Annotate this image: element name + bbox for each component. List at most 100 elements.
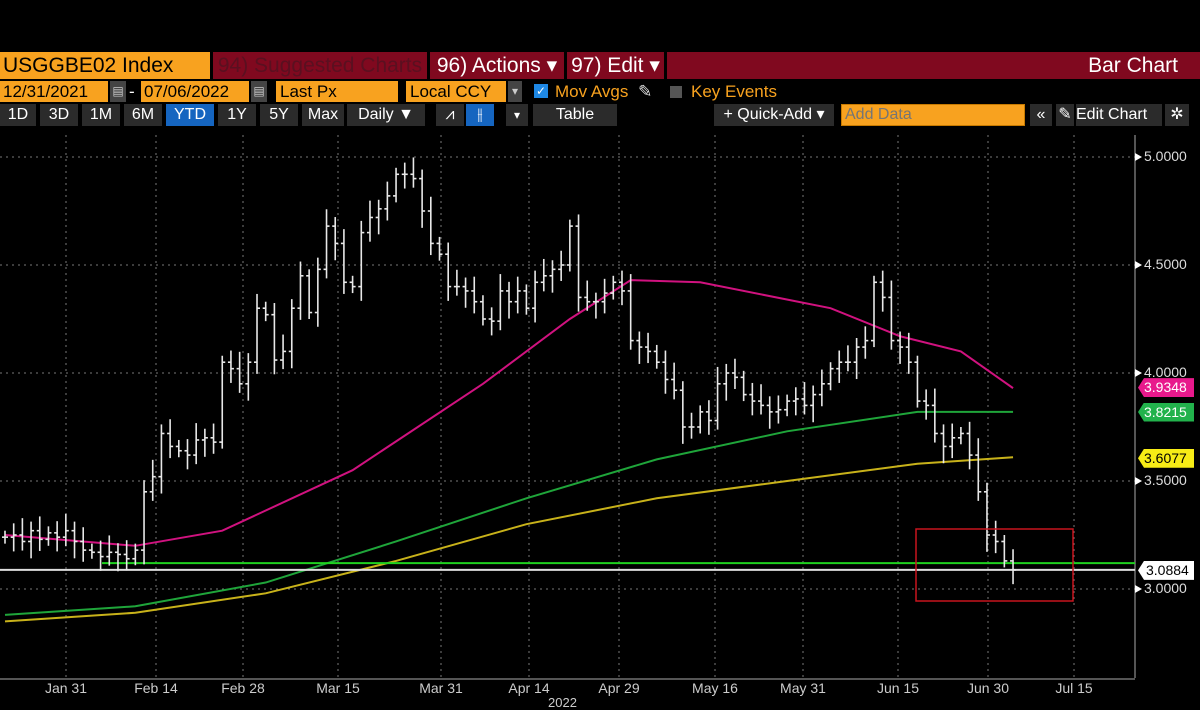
ticker-field[interactable]: USGGBE02 Index (0, 52, 210, 79)
price-bar (97, 540, 104, 571)
price-bar (106, 535, 113, 566)
price-bar (419, 169, 426, 228)
price-bar (627, 274, 634, 350)
actions-menu[interactable]: 96) Actions ▾ (430, 52, 564, 79)
price-bar (731, 358, 738, 389)
period-button-1y[interactable]: 1Y (218, 104, 256, 126)
calendar-icon[interactable]: ▤ (110, 81, 126, 102)
period-button-3d[interactable]: 3D (40, 104, 78, 126)
moving-average-ma50 (4, 279, 1014, 547)
price-bar (688, 412, 695, 439)
price-bar (749, 382, 756, 416)
quick-add-button[interactable]: + Quick-Add ▾ (714, 104, 834, 126)
price-bar (54, 521, 61, 552)
price-bar (618, 270, 625, 306)
price-bar (1001, 535, 1008, 568)
x-axis-year-label: 2022 (548, 695, 577, 710)
price-bar (45, 526, 52, 546)
price-bar (210, 423, 217, 454)
price-bar (366, 200, 373, 242)
price-bar (219, 355, 226, 449)
chevron-down-icon[interactable]: ▾ (508, 81, 522, 102)
y-tick-mark (1135, 261, 1142, 269)
period-button-max[interactable]: Max (302, 104, 344, 126)
pencil-icon[interactable]: ✎ (1056, 104, 1074, 126)
pencil-icon[interactable]: ✎ (638, 82, 653, 101)
price-bar (314, 257, 321, 327)
suggested-charts-button[interactable]: 94) Suggested Charts (213, 52, 427, 79)
price-bar (758, 384, 765, 415)
price-bar (914, 355, 921, 408)
price-bar (201, 428, 208, 457)
line-chart-icon[interactable]: ⩘ (436, 104, 464, 126)
moving-average-ma100 (4, 410, 1014, 616)
x-tick-label: Feb 28 (221, 680, 265, 696)
y-tick-mark (1135, 477, 1142, 485)
price-bar (784, 394, 791, 417)
price-bar (62, 513, 69, 547)
mov-avgs-checkbox[interactable]: ✓ (534, 84, 548, 98)
price-bar (940, 424, 947, 464)
price-bar (575, 214, 582, 312)
price-bar (871, 275, 877, 348)
x-tick-label: Jun 15 (876, 680, 920, 696)
price-bar (453, 269, 460, 296)
key-events-checkbox[interactable] (670, 86, 682, 98)
price-bar (714, 366, 721, 430)
currency-select[interactable]: Local CCY (406, 81, 506, 102)
price-bar (905, 332, 912, 374)
y-tick-label: 4.0000 (1144, 364, 1187, 380)
price-bar (462, 277, 469, 308)
edit-menu[interactable]: 97) Edit ▾ (567, 52, 664, 79)
period-button-6m[interactable]: 6M (124, 104, 162, 126)
period-button-1d[interactable]: 1D (0, 104, 36, 126)
start-date-input[interactable]: 12/31/2021 (0, 81, 108, 102)
add-data-input[interactable] (841, 104, 1025, 126)
x-tick-label: Jun 30 (966, 680, 1010, 696)
period-button-5y[interactable]: 5Y (260, 104, 298, 126)
price-bar (158, 424, 165, 494)
price-bar (10, 523, 17, 552)
period-button-1m[interactable]: 1M (82, 104, 120, 126)
chevron-down-icon[interactable]: ▾ (506, 104, 528, 126)
price-bar (610, 275, 617, 300)
price-bar (288, 299, 295, 369)
price-bar (601, 278, 608, 314)
y-tick-label: 3.0000 (1144, 580, 1187, 596)
price-bar (141, 480, 148, 565)
price-bar (827, 362, 834, 391)
frequency-select[interactable]: Daily ▼ (347, 104, 425, 126)
table-button[interactable]: Table (533, 104, 617, 126)
collapse-button[interactable]: « (1030, 104, 1052, 126)
price-bar (271, 303, 278, 375)
price-bar (167, 419, 174, 459)
bar-chart-icon[interactable]: ⫲ (466, 104, 494, 126)
price-bar (427, 196, 434, 256)
price-bar (488, 307, 495, 336)
price-bar (471, 276, 478, 314)
price-bar (697, 405, 704, 434)
price-bar (1010, 549, 1017, 585)
price-bar (801, 382, 808, 415)
x-tick-label: Mar 15 (316, 680, 360, 696)
price-bar (497, 274, 504, 331)
y-tick-label: 4.5000 (1144, 256, 1187, 272)
edit-chart-button[interactable]: Edit Chart (1076, 104, 1162, 126)
price-bar (80, 527, 87, 562)
period-button-ytd[interactable]: YTD (166, 104, 214, 126)
price-bar (175, 439, 182, 458)
date-separator: - (129, 82, 135, 101)
x-tick-label: Mar 31 (419, 680, 463, 696)
field-select[interactable]: Last Px (276, 81, 398, 102)
x-tick-label: Jul 15 (1055, 680, 1093, 696)
price-bar (766, 396, 773, 429)
price-bar (36, 516, 43, 551)
end-date-input[interactable]: 07/06/2022 (141, 81, 249, 102)
price-bar (506, 281, 513, 319)
moving-average-ma200 (4, 456, 1014, 623)
gear-icon[interactable]: ✲ (1165, 104, 1189, 126)
price-bar (879, 270, 886, 312)
price-bar (514, 276, 521, 314)
calendar-icon[interactable]: ▤ (251, 81, 267, 102)
